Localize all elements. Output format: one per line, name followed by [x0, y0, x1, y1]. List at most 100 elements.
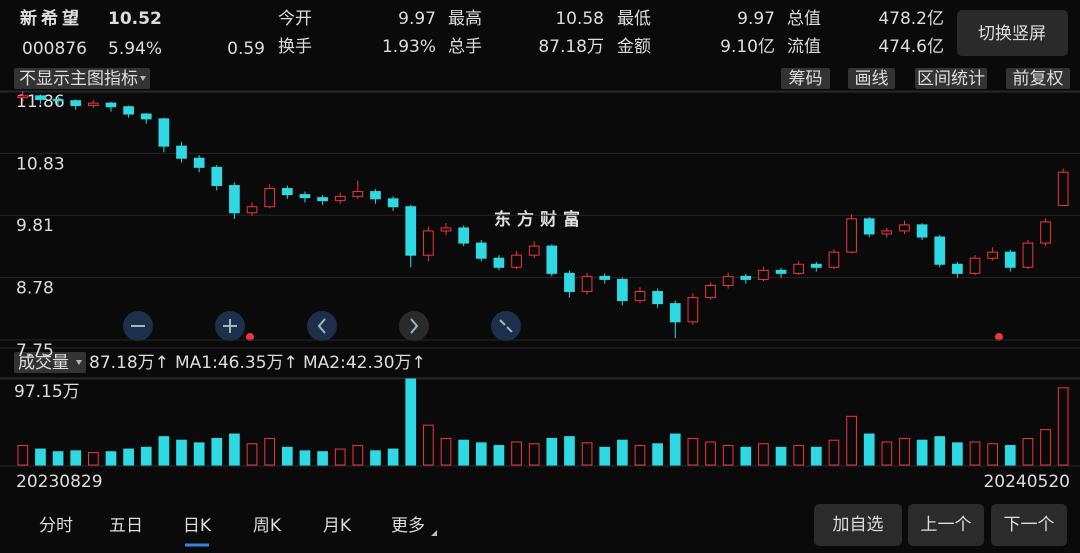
toolbar-button-bg[interactable] [1006, 68, 1070, 89]
volume-bar [493, 445, 505, 466]
volume-ma2: MA2:42.30万↑ [303, 353, 426, 373]
candle-body [511, 254, 522, 268]
volume-bar [370, 450, 381, 466]
stat-label: 最低 [617, 9, 651, 29]
indicator-select-bg[interactable] [14, 68, 150, 89]
date-label: 20240520 [983, 472, 1070, 492]
candle-body [581, 275, 593, 293]
candle-body [158, 118, 170, 147]
candle-body [334, 195, 346, 202]
volume-bar [828, 439, 840, 466]
candle-body [722, 275, 734, 286]
indicator-select: 不显示主图指标 [19, 69, 138, 89]
pan-right[interactable] [399, 311, 429, 341]
volume-bar [599, 446, 611, 466]
candle-body [105, 102, 117, 108]
toolbar-button-bg[interactable] [848, 68, 895, 89]
stat-label: 金额 [617, 37, 651, 57]
candle-body [546, 245, 558, 274]
candle-body [140, 113, 152, 120]
volume-bar [952, 442, 963, 466]
volume-select-bg[interactable] [14, 352, 86, 373]
y-tick-label: 97.15万 [14, 382, 80, 402]
volume-bar [916, 439, 928, 466]
volume-bar [722, 445, 734, 466]
volume-bar [652, 443, 663, 466]
reset[interactable] [491, 311, 521, 341]
toolbar-button-bg[interactable] [781, 68, 830, 89]
pan-left[interactable] [307, 311, 337, 341]
volume-bar [35, 448, 46, 466]
stat-label: 总值 [787, 9, 821, 29]
volume-select: 成交量 [18, 353, 69, 373]
button[interactable]: 下一个 [1004, 515, 1055, 535]
candle-body [1022, 242, 1034, 268]
volume-bar [123, 448, 134, 466]
volume-bar [334, 448, 346, 466]
tab[interactable]: 更多 [391, 516, 425, 536]
toolbar-button: 区间统计 [917, 69, 985, 89]
candle-body [899, 224, 910, 232]
stat-label: 流值 [787, 37, 821, 57]
candle-body [793, 263, 805, 274]
candle-body [952, 263, 963, 274]
volume-bar [158, 436, 170, 466]
volume-bar [740, 446, 752, 466]
change: 0.59 [227, 39, 265, 59]
volume-bar [211, 437, 223, 466]
tab[interactable]: 五日 [109, 516, 143, 536]
candle-body [387, 198, 399, 208]
button-bg[interactable] [991, 504, 1067, 546]
volume-bar [352, 445, 364, 466]
toolbar-button: 画线 [855, 69, 889, 89]
watermark: 东方财富 [494, 209, 586, 230]
volume-bar [105, 451, 117, 466]
candle-body [916, 224, 928, 238]
volume-bar [1057, 387, 1069, 466]
candle-body [1057, 171, 1069, 207]
dropdown-arrow [76, 360, 82, 365]
orientation-button-bg[interactable] [957, 10, 1068, 56]
toolbar-button-bg[interactable] [915, 68, 987, 89]
volume-bar [405, 378, 417, 466]
toolbar-button: 筹码 [789, 69, 823, 89]
tab[interactable]: 月K [323, 516, 352, 536]
candle-body [17, 95, 29, 99]
volume-bar [810, 446, 822, 466]
button-bg[interactable] [814, 504, 902, 546]
tab[interactable]: 周K [253, 516, 282, 536]
volume-bar [793, 445, 805, 466]
stat-label: 今开 [278, 9, 312, 29]
candle-body [423, 230, 434, 256]
volume-bar [140, 446, 152, 466]
volume-bar [758, 443, 769, 466]
volume-bar [423, 424, 434, 466]
candle-body [193, 157, 205, 168]
icon [499, 319, 513, 333]
candle-body [229, 185, 240, 214]
y-tick-label: 10.83 [16, 154, 65, 174]
volume-bar [387, 448, 399, 466]
candle-body [846, 218, 857, 253]
volume-bar [564, 436, 575, 466]
stat-value: 87.18万 [538, 37, 604, 57]
tab[interactable]: 分时 [39, 516, 73, 536]
candle-body [969, 257, 981, 274]
stat-value: 474.6亿 [878, 37, 944, 57]
candle-body [458, 227, 469, 244]
dropdown-arrow [140, 76, 146, 81]
candle-body [52, 98, 64, 102]
volume-bar [546, 437, 558, 466]
candle-body [246, 206, 258, 214]
candle-body [775, 269, 787, 274]
candle-body [987, 251, 998, 259]
candle-body [123, 106, 134, 115]
candle-body [493, 257, 505, 268]
button[interactable]: 上一个 [921, 515, 972, 535]
candle-body [1004, 251, 1016, 268]
button-bg[interactable] [908, 504, 984, 546]
icon [410, 318, 419, 334]
volume-bar [881, 441, 893, 466]
tab[interactable]: 日K [183, 516, 212, 536]
button[interactable]: 加自选 [833, 515, 884, 535]
